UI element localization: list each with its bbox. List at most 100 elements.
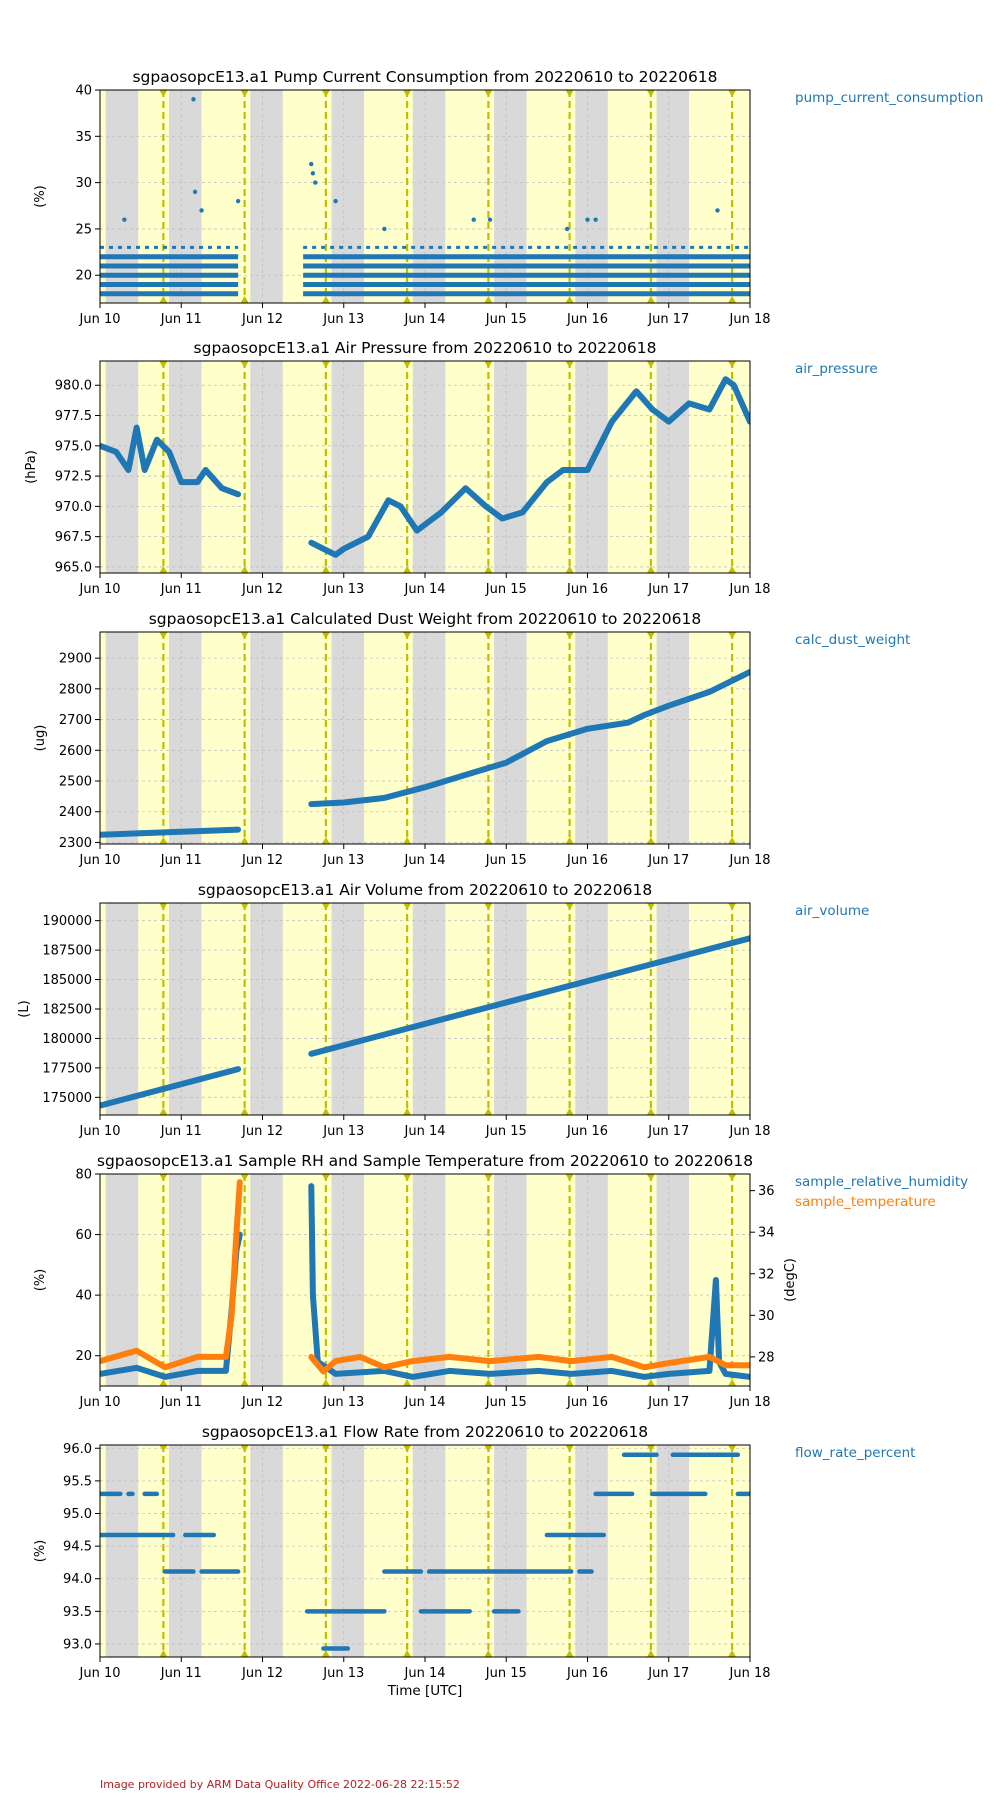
y-tick-label: 177500: [42, 1061, 92, 1076]
night-band: [105, 1445, 139, 1657]
series-line: [100, 935, 750, 1109]
y-tick-label: 80: [75, 1168, 92, 1183]
y-tick-label: 40: [75, 1289, 92, 1304]
y-tick-label: 96.0: [63, 1442, 92, 1457]
x-tick-label: Jun 15: [485, 1124, 527, 1139]
legend-entry: sample_temperature: [795, 1194, 936, 1210]
chart-panel-5: Jun 10 Jun 11 Jun 12 Jun 13 Jun 14 Jun 15 Jun …: [33, 1152, 968, 1410]
x-tick-label: Jun 18: [729, 1124, 771, 1139]
x-tick-label: Jun 15: [485, 1395, 527, 1410]
noon-marker-bottom: [321, 1108, 330, 1115]
noon-marker-bottom: [565, 837, 574, 844]
chart-title: sgpaosopcE13.a1 Calculated Dust Weight f…: [149, 610, 702, 628]
legend-entry: flow_rate_percent: [795, 1445, 915, 1461]
x-tick-label: Jun 12: [241, 1395, 283, 1410]
x-tick-label: Jun 11: [160, 853, 202, 868]
night-band: [169, 1174, 202, 1386]
noon-marker-top: [565, 1445, 574, 1452]
night-band: [250, 1174, 283, 1386]
y-tick-label: 182500: [42, 1003, 92, 1018]
noon-marker-top: [646, 632, 655, 639]
x-tick-label: Jun 12: [241, 1666, 283, 1681]
y-tick-label: 2700: [59, 713, 92, 728]
x-tick-label: Jun 14: [404, 582, 446, 597]
night-band: [494, 361, 527, 573]
noon-marker-top: [159, 903, 168, 910]
y-tick-label: 175000: [42, 1091, 92, 1106]
night-band: [412, 1445, 446, 1657]
night-band: [105, 361, 139, 573]
y-tick-label: 60: [75, 1228, 92, 1243]
noon-marker-top: [321, 90, 330, 97]
noon-marker-bottom: [484, 1108, 493, 1115]
noon-marker-top: [159, 90, 168, 97]
night-band: [575, 90, 608, 303]
x-tick-label: Jun 14: [404, 1395, 446, 1410]
noon-marker-bottom: [403, 1379, 412, 1386]
noon-marker-top: [403, 632, 412, 639]
noon-marker-bottom: [240, 296, 249, 303]
noon-marker-bottom: [159, 1379, 168, 1386]
noon-marker-bottom: [159, 566, 168, 573]
noon-marker-top: [321, 632, 330, 639]
noon-marker-bottom: [484, 566, 493, 573]
night-band: [656, 632, 690, 844]
noon-marker-top: [728, 1174, 737, 1181]
night-band: [494, 632, 527, 844]
legend-entry: air_pressure: [795, 361, 878, 377]
night-band: [575, 1174, 608, 1386]
x-tick-label: Jun 10: [79, 582, 121, 597]
noon-marker-bottom: [240, 1650, 249, 1657]
y-tick-label: 25: [75, 222, 92, 237]
noon-marker-bottom: [321, 1379, 330, 1386]
noon-marker-bottom: [565, 1108, 574, 1115]
x-tick-label: Jun 15: [485, 853, 527, 868]
y-tick-label: 2300: [59, 836, 92, 851]
y-tick-label: 970.0: [55, 500, 92, 515]
night-band: [250, 90, 283, 303]
night-band: [331, 1174, 365, 1386]
noon-marker-top: [728, 1445, 737, 1452]
x-tick-label: Jun 15: [485, 312, 527, 327]
x-tick-label: Jun 11: [160, 1124, 202, 1139]
data-point: [593, 217, 598, 222]
y-tick-label: 2500: [59, 775, 92, 790]
noon-marker-bottom: [484, 1379, 493, 1386]
x-tick-label: Jun 12: [241, 582, 283, 597]
night-band: [331, 632, 365, 844]
y-axis-label: (%): [33, 185, 48, 208]
y-axis-label: (%): [33, 1540, 48, 1563]
x-tick-label: Jun 17: [647, 1395, 689, 1410]
noon-marker-bottom: [646, 1650, 655, 1657]
chart-title: sgpaosopcE13.a1 Sample RH and Sample Tem…: [97, 1152, 753, 1170]
noon-marker-bottom: [240, 566, 249, 573]
night-band: [169, 90, 202, 303]
noon-marker-top: [728, 361, 737, 368]
chart-panel-4: Jun 10 Jun 11 Jun 12 Jun 13 Jun 14 Jun 15 Jun …: [17, 881, 869, 1139]
night-band: [656, 361, 690, 573]
noon-marker-top: [484, 903, 493, 910]
noon-marker-top: [565, 361, 574, 368]
night-band: [412, 632, 446, 844]
noon-marker-bottom: [646, 1108, 655, 1115]
noon-marker-bottom: [646, 566, 655, 573]
data-point: [191, 97, 196, 102]
noon-marker-top: [321, 1174, 330, 1181]
noon-marker-bottom: [403, 296, 412, 303]
night-band: [105, 903, 139, 1115]
data-point: [382, 226, 387, 232]
x-tick-label: Jun 12: [241, 853, 283, 868]
noon-marker-top: [728, 90, 737, 97]
noon-marker-bottom: [484, 1650, 493, 1657]
legend-entry: pump_current_consumption: [795, 90, 983, 106]
noon-marker-top: [159, 1445, 168, 1452]
x-tick-label: Jun 14: [404, 853, 446, 868]
y-tick-label: 40: [75, 84, 92, 99]
noon-marker-top: [403, 90, 412, 97]
noon-marker-top: [484, 90, 493, 97]
noon-marker-top: [240, 361, 249, 368]
y-tick-label: 95.5: [63, 1474, 92, 1489]
data-point: [715, 208, 720, 213]
noon-marker-bottom: [646, 296, 655, 303]
x-tick-label: Jun 18: [729, 582, 771, 597]
